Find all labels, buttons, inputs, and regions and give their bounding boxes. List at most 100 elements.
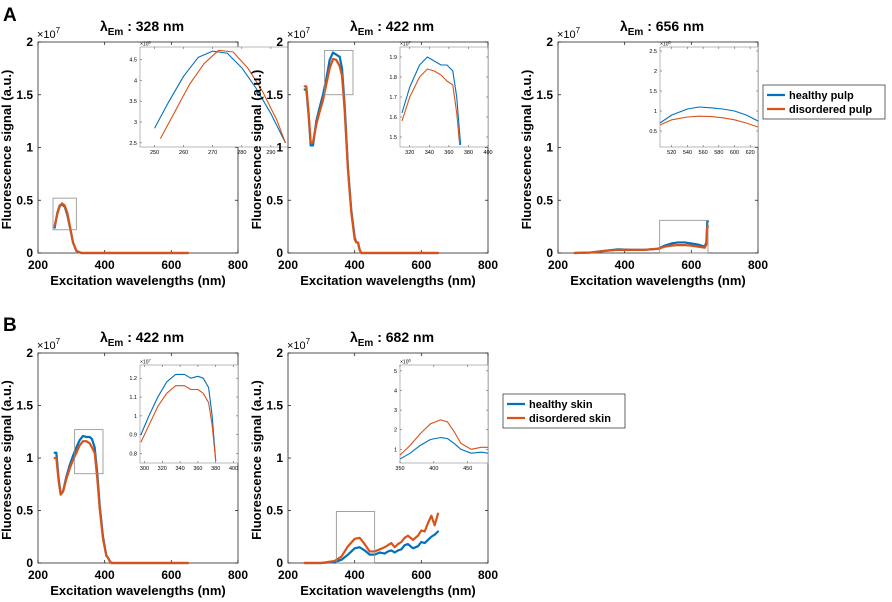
x-axis-label: Excitation wavelengths (nm) — [570, 273, 746, 288]
y-tick-label: 2 — [276, 346, 283, 360]
chart-title: λEm : 656 nm — [620, 18, 704, 38]
series-line-healthy-skin — [303, 530, 440, 565]
zoom-box — [659, 219, 709, 254]
inset-y-exponent: ×106 — [400, 358, 411, 366]
y-exponent-base: ×10 — [37, 340, 56, 352]
inset-y-tick-label: 1 — [134, 414, 137, 420]
y-tick-label: 2 — [26, 346, 33, 360]
y-tick-label: 0 — [276, 246, 283, 260]
inset-y-tick-label: 0.8 — [129, 452, 137, 458]
legend: healthy skin disordered skin — [502, 393, 626, 429]
title-lambda: λ — [100, 329, 108, 345]
inset-y-tick-label: 1.8 — [389, 75, 397, 81]
x-tick-label: 800 — [228, 568, 248, 582]
inset-exponent-power: 6 — [408, 358, 411, 363]
inset-x-tick-label: 400 — [429, 466, 438, 472]
inset-x-tick-label: 300 — [140, 466, 149, 472]
title-subscript: Em — [628, 27, 644, 38]
inset-y-tick-label: 4 — [134, 78, 137, 84]
legend-label: healthy pulp — [789, 90, 854, 102]
inset-y-tick-label: 1 — [394, 447, 397, 453]
y-tick-label: 0.5 — [16, 504, 33, 518]
inset-series-line-healthy-skin — [399, 436, 489, 460]
inset-x-tick-label: 360 — [444, 150, 453, 156]
inset-plot: 300 320 340 360 380 400 0.8 0.9 1 1.1 1.2 ×107 — [129, 358, 239, 472]
inset-y-tick-label: 1.1 — [129, 395, 137, 401]
x-tick-label: 400 — [615, 258, 635, 272]
inset-y-exponent: ×107 — [140, 358, 151, 366]
y-exponent-base: ×10 — [557, 29, 576, 41]
inset-y-exponent: ×106 — [660, 40, 671, 48]
inset-y-tick-label: 1 — [654, 109, 657, 115]
inset-y-tick-label: 2.5 — [129, 141, 137, 147]
x-tick-label: 600 — [161, 568, 181, 582]
inset-series-line-disordered-pulp — [159, 49, 286, 144]
x-tick-label: 400 — [95, 568, 115, 582]
inset-plot: 520 540 560 580 600 620 0.5 1 1.5 2 2.5×106 — [649, 40, 759, 156]
y-tick-label: 1 — [276, 451, 283, 465]
inset-y-tick-label: 1.6 — [389, 115, 397, 121]
chart-title: λEm : 422 nm — [100, 329, 184, 349]
y-exponent-label: ×107 — [287, 26, 311, 41]
x-tick-label: 800 — [748, 258, 768, 272]
inset-y-tick-label: 1.2 — [129, 376, 137, 382]
y-exponent-label: ×107 — [37, 337, 61, 352]
inset-y-tick-label: 3 — [394, 408, 397, 414]
y-tick-label: 0.5 — [16, 193, 33, 207]
series-line-disordered-skin — [303, 512, 440, 565]
inset-plot: 320 340 360 380 400 1.5 1.6 1.7 1.8 1.9 ×107 — [389, 40, 492, 157]
inset-x-tick-label: 380 — [464, 150, 473, 156]
y-exponent-power: 7 — [306, 26, 311, 35]
inset-exponent-base: ×10 — [400, 360, 409, 366]
y-exponent-base: ×10 — [287, 340, 306, 352]
series-line-disordered-pulp — [303, 57, 440, 255]
y-tick-label: 1.5 — [266, 399, 283, 413]
inset-y-tick-label: 2 — [394, 428, 397, 434]
inset-y-tick-label: 4.5 — [129, 58, 137, 64]
zoom-box — [74, 429, 104, 475]
legend-label: disordered skin — [529, 413, 611, 425]
y-exponent-base: ×10 — [287, 29, 306, 41]
inset-y-tick-label: 3.5 — [129, 99, 137, 105]
y-exponent-label: ×107 — [287, 337, 311, 352]
x-tick-label: 800 — [228, 258, 248, 272]
y-tick-label: 0 — [546, 246, 553, 260]
y-axis-label: Fluorescence signal (a.u.) — [249, 380, 264, 540]
y-tick-label: 0 — [276, 556, 283, 570]
title-subscript: Em — [108, 338, 124, 349]
inset-x-tick-label: 290 — [266, 150, 275, 156]
legend-label: healthy skin — [529, 399, 593, 411]
series-line-disordered-skin — [53, 440, 190, 565]
inset-series-line-disordered-pulp — [401, 68, 461, 146]
y-exponent-label: ×107 — [37, 26, 61, 41]
title-subscript: Em — [108, 27, 124, 38]
x-tick-label: 800 — [478, 258, 498, 272]
title-text: : 656 nm — [643, 18, 704, 34]
inset-y-tick-label: 5 — [394, 369, 397, 375]
legend-label: disordered pulp — [789, 104, 872, 116]
inset-box — [139, 46, 301, 148]
inset-x-tick-label: 540 — [683, 150, 692, 156]
inset-x-tick-label: 400 — [229, 466, 238, 472]
inset-x-tick-label: 350 — [395, 466, 404, 472]
y-tick-label: 1.5 — [536, 88, 553, 102]
inset-x-tick-label: 380 — [211, 466, 220, 472]
series-line-disordered-pulp — [573, 225, 710, 255]
inset-x-tick-label: 400 — [483, 150, 492, 156]
y-axis-label: Fluorescence signal (a.u.) — [0, 380, 14, 540]
inset-y-tick-label: 3 — [134, 120, 137, 126]
legend-box — [762, 84, 886, 120]
inset-y-tick-label: 1.5 — [389, 135, 397, 141]
y-axis-label: Fluorescence signal (a.u.) — [519, 70, 534, 230]
inset-y-tick-label: 1.5 — [649, 89, 657, 95]
inset-y-tick-label: 2.5 — [649, 49, 657, 55]
inset-x-tick-label: 340 — [175, 466, 184, 472]
inset-x-tick-label: 260 — [179, 150, 188, 156]
zoom-box — [52, 197, 77, 231]
title-lambda: λ — [620, 18, 628, 34]
title-lambda: λ — [350, 329, 358, 345]
inset-y-tick-label: 0.9 — [129, 433, 137, 439]
x-tick-label: 200 — [278, 258, 298, 272]
inset-y-exponent: ×107 — [400, 40, 411, 48]
